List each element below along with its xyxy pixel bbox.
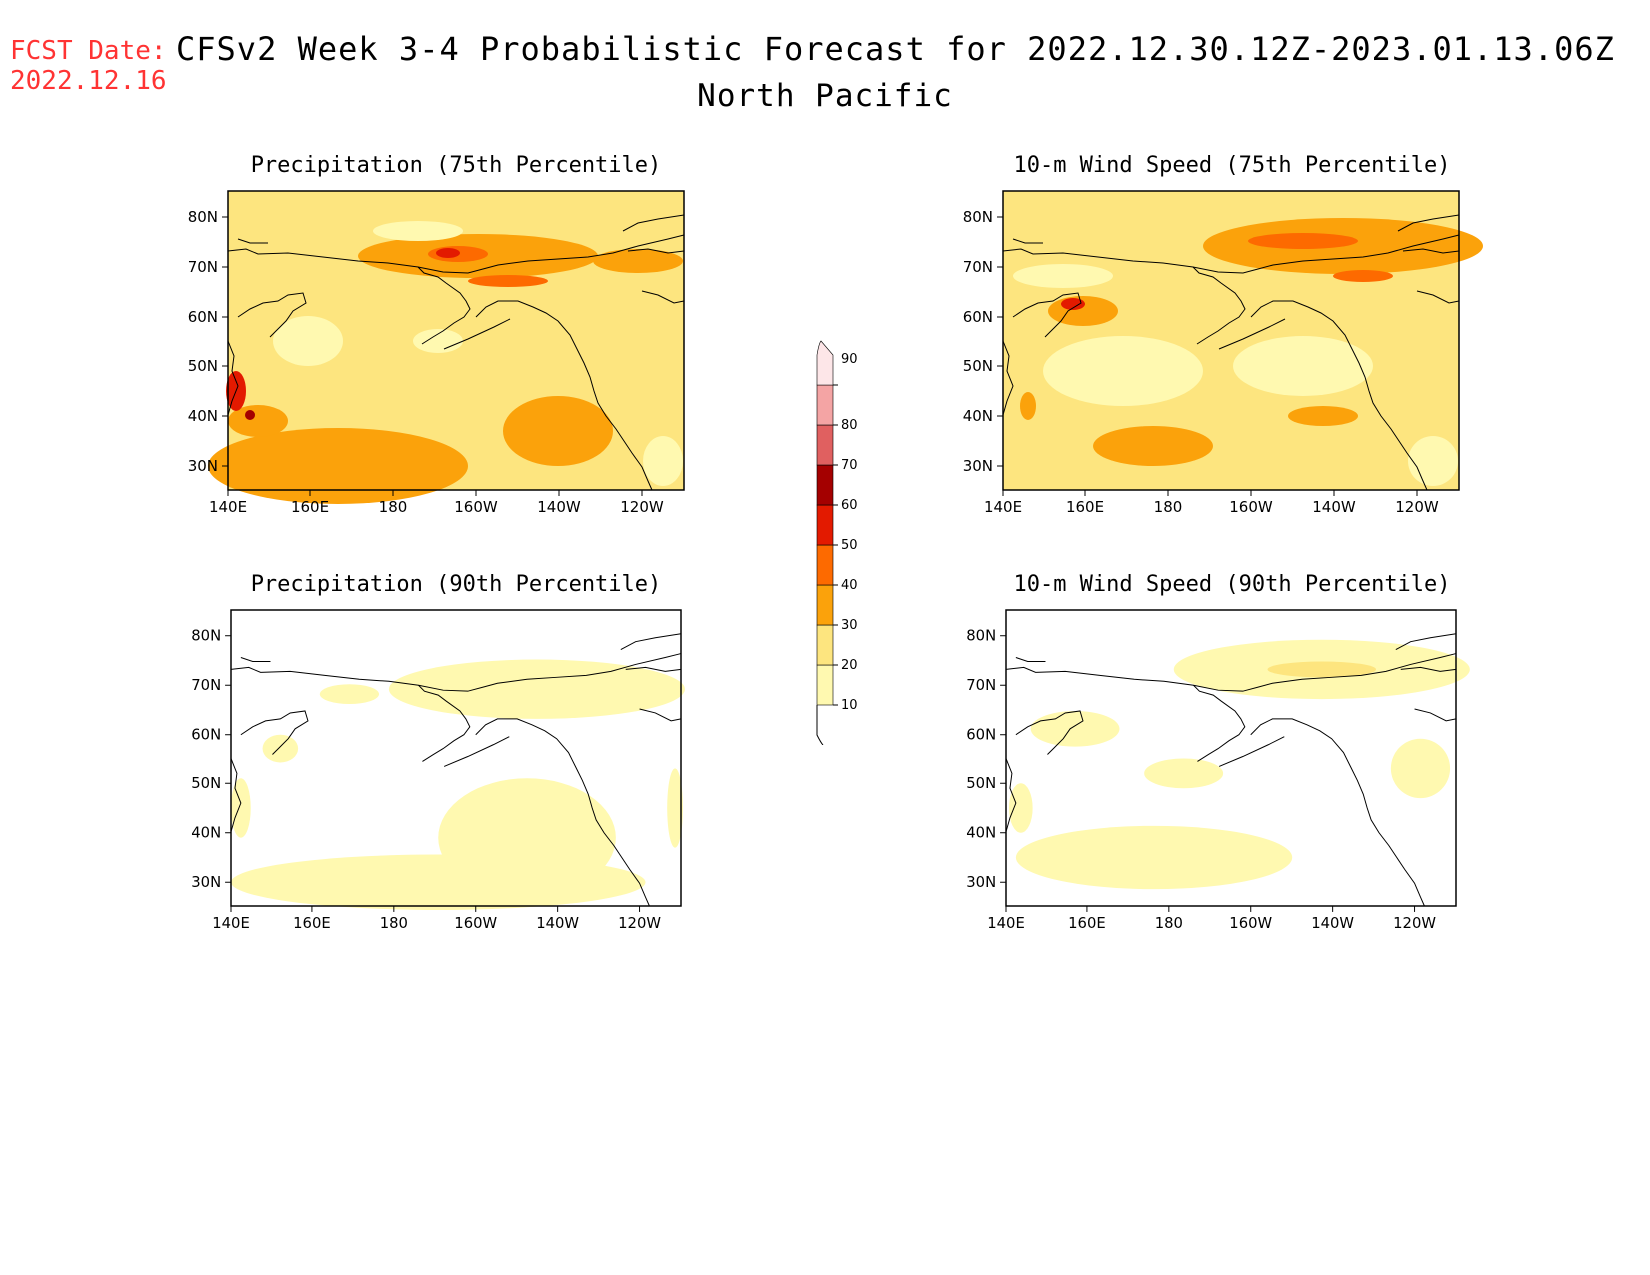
colorbar-swatch-90 [816,340,834,386]
lat-label: 70N [191,677,221,694]
lat-label: 50N [188,357,218,375]
lon-label: 160W [454,915,497,932]
lat-label: 40N [963,407,993,425]
colorbar-label-60: 60 [841,498,858,513]
colorbar-swatch-60 [816,464,834,506]
lon-label: 140W [536,915,579,932]
colorbar-lower-cap [816,705,824,745]
map-precip-75: 80N 70N 60N 50N 40N 30N 140E 160E 180 160W 140W 120… [188,190,685,516]
lon-label: 120W [618,915,661,932]
panel-title-precip-90: Precipitation (90th Percentile) [250,572,662,597]
lon-label: 140E [212,915,250,932]
lon-label: 180 [1154,498,1183,516]
lat-label: 80N [191,628,221,645]
map-frame [1002,190,1460,491]
lat-label: 80N [963,208,993,226]
contour-fills [231,659,685,910]
lat-label: 50N [963,357,993,375]
lat-label: 60N [963,308,993,326]
map-wind-90: 80N 70N 60N 50N 40N 30N 140E 160E 180 160W 140W 120… [966,609,1470,932]
forecast-date-value: 2022.12.16 [10,66,167,96]
colorbar-swatch-80 [816,384,834,426]
coastline [230,633,682,907]
lat-label: 60N [188,308,218,326]
lon-label: 160W [1229,915,1272,932]
lon-label: 160W [454,498,498,516]
colorbar-swatch-70 [816,424,834,466]
lon-label: 160E [1066,498,1104,516]
lon-label: 140W [1311,915,1354,932]
page-subtitle: North Pacific [697,78,953,114]
colorbar-swatch-50 [816,504,834,546]
lon-label: 160W [1229,498,1273,516]
colorbar-swatch-30 [816,584,834,626]
lon-label: 140W [537,498,581,516]
lat-label: 60N [966,727,996,744]
lon-label: 120W [620,498,664,516]
map-precip-90: 80N 70N 60N 50N 40N 30N 140E 160E 180 160W 140W 120… [191,609,685,932]
lat-label: 60N [191,727,221,744]
lon-label: 160E [291,498,329,516]
lon-label: 180 [380,915,408,932]
colorbar-label-40: 40 [841,578,858,593]
contour-fills [1013,218,1483,486]
lon-label: 160E [1068,915,1106,932]
lat-label: 40N [966,825,996,842]
lat-label: 50N [966,775,996,792]
map-frame [227,190,685,491]
forecast-date-label: FCST Date: [10,36,167,66]
colorbar-label-30: 30 [841,618,858,633]
lat-label: 30N [188,457,218,475]
colorbar-swatch-10 [816,664,834,706]
lon-label: 140E [984,498,1022,516]
lat-label: 70N [963,258,993,276]
colorbar-label-50: 50 [841,538,858,553]
map-frame [1005,609,1457,907]
colorbar-label-90: 90 [841,352,858,367]
coastline [1002,214,1460,491]
lat-label: 70N [188,258,218,276]
map-frame [230,609,682,907]
lat-label: 70N [966,677,996,694]
colorbar-label-70: 70 [841,458,858,473]
lon-label: 140W [1312,498,1356,516]
lon-label: 120W [1395,498,1439,516]
lat-label: 30N [966,874,996,891]
colorbar-label-80: 80 [841,418,858,433]
forecast-date: FCST Date: 2022.12.16 [10,36,167,96]
lon-label: 180 [379,498,408,516]
lat-label: 30N [191,874,221,891]
coastline [227,214,685,491]
colorbar-swatch-20 [816,624,834,666]
coastline [1005,633,1457,907]
colorbar-swatch-40 [816,544,834,586]
colorbar-label-10: 10 [841,698,858,713]
lon-label: 120W [1393,915,1436,932]
lon-label: 180 [1155,915,1183,932]
lon-label: 140E [987,915,1025,932]
lon-label: 140E [209,498,247,516]
lat-label: 40N [191,825,221,842]
lat-label: 30N [963,457,993,475]
panel-title-wind-90: 10-m Wind Speed (90th Percentile) [1013,572,1451,597]
lat-label: 50N [191,775,221,792]
colorbar-label-20: 20 [841,658,858,673]
lat-label: 80N [966,628,996,645]
map-wind-75: 80N 70N 60N 50N 40N 30N 140E 160E 180 160W 140W 120… [963,190,1483,516]
contour-fills [1008,639,1470,890]
page-title: CFSv2 Week 3-4 Probabilistic Forecast fo… [176,30,1615,68]
lon-label: 160E [293,915,331,932]
panel-title-wind-75: 10-m Wind Speed (75th Percentile) [1013,153,1451,178]
colorbar: 10 20 30 40 50 60 70 80 90 [816,340,858,745]
panel-title-precip-75: Precipitation (75th Percentile) [250,153,662,178]
lat-label: 40N [188,407,218,425]
lat-label: 80N [188,208,218,226]
